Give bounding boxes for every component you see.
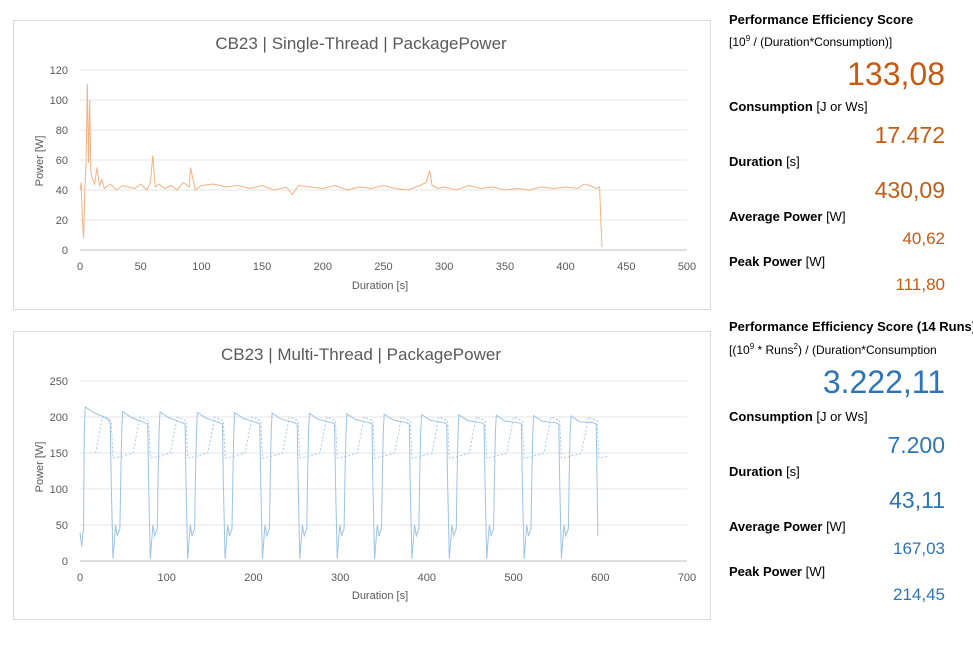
peak-power-value: 111,80 — [895, 275, 945, 294]
y-tick-label: 60 — [56, 155, 68, 167]
y-tick-label: 250 — [50, 376, 68, 388]
y-tick-label: 80 — [56, 125, 68, 137]
x-tick-label: 450 — [617, 261, 635, 273]
peak-power-label: Peak Power [W] — [729, 254, 826, 269]
x-tick-label: 400 — [556, 261, 574, 273]
multi-thread-stats-panel: Performance Efficiency Score (14 Runs) [… — [729, 0, 973, 650]
consumption-value: 17.472 — [874, 122, 945, 148]
x-tick-label: 500 — [504, 572, 522, 584]
score-value: 133,08 — [847, 56, 945, 92]
multi-thread-chart: CB23 | Multi-Thread | PackagePower 0 50 10… — [13, 331, 711, 620]
x-tick-label: 300 — [331, 572, 349, 584]
single-thread-stats-panel: Performance Efficiency Score [109 / (Dur… — [729, 0, 973, 320]
x-tick-label: 100 — [192, 261, 210, 273]
x-tick-label: 200 — [314, 261, 332, 273]
score-label: Performance Efficiency Score (14 Runs) — [729, 319, 973, 334]
power-series-dotted-line — [95, 416, 607, 459]
x-tick-label: 100 — [158, 572, 176, 584]
y-tick-label: 200 — [50, 412, 68, 424]
peak-power-label: Peak Power [W] — [729, 564, 826, 579]
x-tick-label: 500 — [678, 261, 696, 273]
consumption-label: Consumption [J or Ws] — [729, 409, 868, 424]
single-thread-chart-svg: CB23 | Single-Thread | PackagePower 0 20 4… — [34, 34, 696, 292]
x-tick-label: 300 — [435, 261, 453, 273]
average-power-label: Average Power [W] — [729, 209, 846, 224]
multi-thread-chart-svg: CB23 | Multi-Thread | PackagePower 0 50 10… — [34, 345, 696, 602]
chart-title: CB23 | Multi-Thread | PackagePower — [221, 345, 501, 364]
y-tick-label: 150 — [50, 448, 68, 460]
y-tick-label: 100 — [50, 484, 68, 496]
duration-value: 43,11 — [889, 487, 945, 513]
y-tick-label: 120 — [50, 65, 68, 77]
y-tick-label: 100 — [50, 95, 68, 107]
duration-value: 430,09 — [874, 177, 945, 203]
x-axis-label: Duration [s] — [352, 280, 408, 292]
x-tick-label: 0 — [77, 572, 83, 584]
score-value: 3.222,11 — [822, 364, 945, 400]
x-tick-label: 350 — [496, 261, 514, 273]
score-formula: [109 / (Duration*Consumption)] — [729, 34, 893, 49]
average-power-label: Average Power [W] — [729, 519, 846, 534]
duration-label: Duration [s] — [729, 464, 800, 479]
power-series-line — [79, 83, 603, 248]
duration-label: Duration [s] — [729, 154, 800, 169]
consumption-label: Consumption [J or Ws] — [729, 99, 868, 114]
y-tick-label: 0 — [62, 556, 68, 568]
y-tick-label: 50 — [56, 520, 68, 532]
y-axis-label: Power [W] — [34, 442, 46, 493]
peak-power-value: 214,45 — [893, 585, 945, 604]
x-tick-label: 600 — [591, 572, 609, 584]
y-tick-label: 20 — [56, 215, 68, 227]
x-tick-label: 150 — [253, 261, 271, 273]
average-power-value: 40,62 — [902, 229, 945, 248]
x-tick-label: 200 — [244, 572, 262, 584]
score-formula: [(109 * Runs2) / (Duration*Consumption — [729, 342, 937, 357]
x-tick-label: 250 — [374, 261, 392, 273]
average-power-value: 167,03 — [893, 539, 945, 558]
x-tick-label: 400 — [418, 572, 436, 584]
score-label: Performance Efficiency Score — [729, 12, 914, 27]
x-tick-label: 700 — [678, 572, 696, 584]
y-axis-label: Power [W] — [34, 136, 46, 187]
x-tick-label: 0 — [77, 261, 83, 273]
x-tick-label: 50 — [135, 261, 147, 273]
chart-title: CB23 | Single-Thread | PackagePower — [215, 34, 507, 53]
power-series-line — [79, 405, 599, 559]
y-tick-label: 0 — [62, 245, 68, 257]
x-axis-label: Duration [s] — [352, 590, 408, 602]
y-tick-label: 40 — [56, 185, 68, 197]
single-thread-chart: CB23 | Single-Thread | PackagePower 0 20 4… — [13, 20, 711, 310]
consumption-value: 7.200 — [887, 432, 945, 458]
